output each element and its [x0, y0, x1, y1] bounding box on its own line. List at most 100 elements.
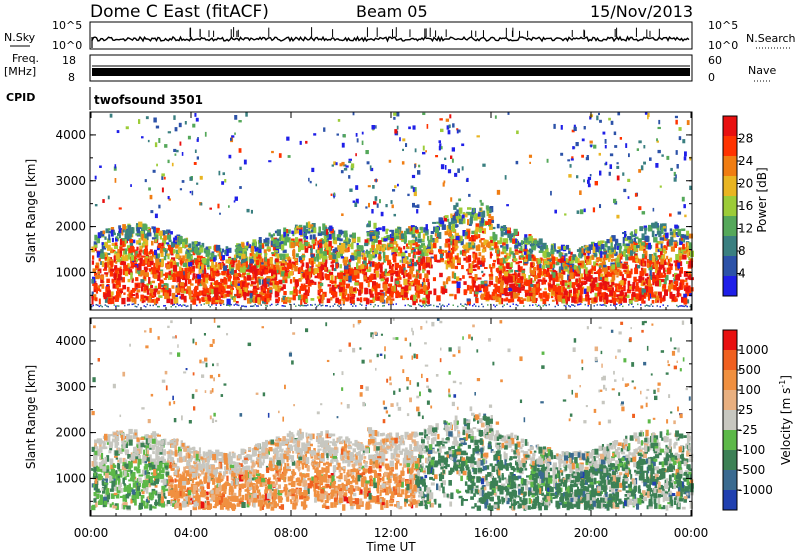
data-cell [628, 256, 632, 261]
data-cell [569, 305, 571, 308]
data-cell [542, 242, 547, 250]
data-cell [216, 250, 220, 253]
data-cell [259, 276, 264, 280]
data-cell [401, 233, 405, 239]
data-cell [179, 304, 181, 306]
data-cell [336, 234, 342, 238]
data-cell [321, 293, 325, 300]
data-cell [369, 299, 374, 304]
data-cell [422, 289, 425, 293]
data-cell [465, 242, 469, 250]
data-cell [233, 274, 238, 281]
data-cell [482, 228, 487, 234]
data-cell [500, 230, 504, 237]
colorbar-swatch [723, 116, 737, 137]
data-cell [598, 112, 600, 116]
data-cell [604, 284, 608, 289]
data-cell [348, 158, 352, 161]
data-cell [546, 252, 551, 258]
data-cell [330, 193, 333, 196]
data-cell [199, 175, 203, 180]
data-cell [531, 287, 536, 294]
data-cell [282, 280, 285, 284]
data-cell [607, 253, 612, 260]
data-cell [517, 272, 521, 278]
data-cell [300, 283, 303, 288]
data-cell [574, 281, 579, 285]
data-cell [438, 217, 443, 224]
data-cell [496, 304, 498, 306]
data-cell [126, 286, 130, 292]
data-cell [239, 166, 242, 170]
data-cell [208, 274, 211, 280]
data-cell [101, 242, 104, 246]
data-cell [127, 225, 132, 231]
data-cell [150, 505, 155, 509]
data-cell [564, 266, 568, 270]
data-cell [335, 275, 340, 279]
data-cell [602, 304, 604, 306]
data-cell [169, 249, 173, 254]
data-cell [670, 282, 674, 290]
data-cell [496, 267, 500, 274]
data-cell [545, 264, 550, 269]
data-cell [138, 221, 143, 228]
data-cell [613, 304, 615, 306]
data-cell [379, 199, 381, 204]
data-cell [550, 245, 554, 251]
data-cell [625, 254, 628, 261]
data-cell [356, 245, 361, 250]
data-cell [659, 261, 663, 268]
data-cell [277, 286, 281, 293]
data-cell [408, 253, 411, 257]
data-cell [323, 127, 326, 132]
data-cell [216, 272, 219, 277]
data-cell [135, 225, 139, 229]
data-cell [569, 265, 572, 268]
data-cell [106, 252, 111, 256]
data-cell [539, 305, 541, 308]
data-cell [684, 151, 687, 157]
data-cell [514, 270, 517, 275]
data-cell [590, 255, 593, 258]
data-cell [272, 243, 277, 248]
data-cell [677, 257, 681, 262]
data-cell [175, 149, 179, 153]
data-cell [393, 116, 396, 120]
data-cell [170, 231, 173, 235]
data-cell [389, 229, 392, 232]
data-cell [445, 252, 449, 259]
data-cell [124, 238, 127, 244]
data-cell [545, 294, 549, 302]
data-cell [347, 293, 350, 301]
data-cell [594, 265, 597, 272]
data-cell [317, 232, 322, 236]
data-cell [452, 123, 455, 128]
data-cell [447, 130, 451, 135]
data-cell [681, 196, 685, 202]
data-cell [372, 185, 375, 189]
data-cell [340, 256, 344, 259]
data-cell [203, 268, 207, 275]
data-cell [251, 305, 253, 307]
data-cell [366, 224, 371, 228]
data-cell [235, 276, 240, 280]
data-cell [130, 245, 134, 252]
data-cell [662, 295, 666, 301]
data-cell [109, 291, 114, 296]
data-cell [311, 260, 314, 266]
data-cell [347, 264, 350, 268]
data-cell [219, 248, 222, 254]
data-cell [261, 296, 265, 301]
data-cell [369, 248, 373, 253]
data-cell [589, 115, 592, 120]
data-cell [189, 255, 193, 259]
data-cell [565, 244, 570, 250]
data-cell [207, 265, 210, 270]
data-cell [286, 270, 291, 273]
data-cell [517, 296, 520, 302]
data-cell [432, 221, 437, 224]
data-cell [156, 163, 158, 167]
data-cell [313, 261, 316, 264]
data-cell [622, 305, 624, 308]
